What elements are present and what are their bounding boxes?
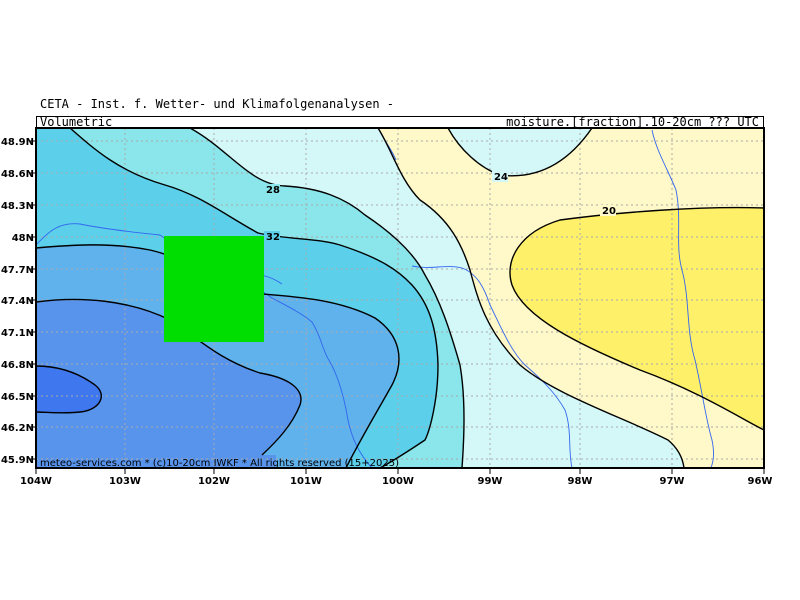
- lon-label: 104W: [20, 476, 52, 487]
- contour-label-20: 20: [602, 206, 616, 217]
- lon-label: 103W: [109, 476, 141, 487]
- band-24-28-north: [448, 128, 592, 176]
- contour-label-32: 32: [266, 232, 280, 243]
- latitude-labels: 48.9N 48.6N 48.3N 48N 47.7N 47.4N 47.1N …: [1, 137, 34, 466]
- band-44-48: [36, 366, 102, 413]
- lat-label: 46.5N: [1, 392, 34, 403]
- lat-label: 48.9N: [1, 137, 34, 148]
- contour-fill-layer: [36, 128, 764, 468]
- lon-label: 100W: [382, 476, 414, 487]
- contour-value-labels: 28 32 24 20: [264, 171, 616, 243]
- lat-label: 47.4N: [1, 296, 34, 307]
- lat-label: 47.7N: [1, 265, 34, 276]
- band-40-44-bottom: [36, 455, 276, 468]
- lat-label: 48N: [12, 233, 34, 244]
- contour-lines: [36, 128, 764, 468]
- highlight-region-box: [164, 236, 264, 342]
- contour-label-28: 28: [266, 185, 280, 196]
- lon-label: 102W: [198, 476, 230, 487]
- lat-label: 46.8N: [1, 360, 34, 371]
- contour-label-24: 24: [494, 172, 508, 183]
- variable-details: moisture.[fraction].10-20cm ??? UTC: [506, 115, 759, 129]
- lat-label: 47.1N: [1, 328, 34, 339]
- lon-label: 98W: [568, 476, 593, 487]
- variable-name: Volumetric: [40, 115, 113, 129]
- lat-label: 48.6N: [1, 169, 34, 180]
- map-frame: [35, 127, 765, 469]
- band-40-44: [36, 299, 301, 455]
- lon-label: 99W: [478, 476, 503, 487]
- subtitle-bar: Volumetric moisture.[fraction].10-20cm ?…: [36, 115, 764, 129]
- lon-label: 97W: [660, 476, 685, 487]
- axis-ticks: [30, 140, 765, 474]
- lon-label: 96W: [748, 476, 773, 487]
- map-title: CETA - Inst. f. Wetter- und Klimafolgena…: [40, 97, 395, 111]
- copyright-credit: meteo-services.com * (c)10-20cm IWKF * A…: [40, 458, 399, 469]
- longitude-labels: 104W 103W 102W 101W 100W 99W 98W 97W 96W: [20, 476, 772, 487]
- lat-label: 45.9N: [1, 455, 34, 466]
- lat-label: 48.3N: [1, 201, 34, 212]
- band-16-20: [510, 207, 764, 430]
- lat-label: 46.2N: [1, 423, 34, 434]
- lon-label: 101W: [290, 476, 322, 487]
